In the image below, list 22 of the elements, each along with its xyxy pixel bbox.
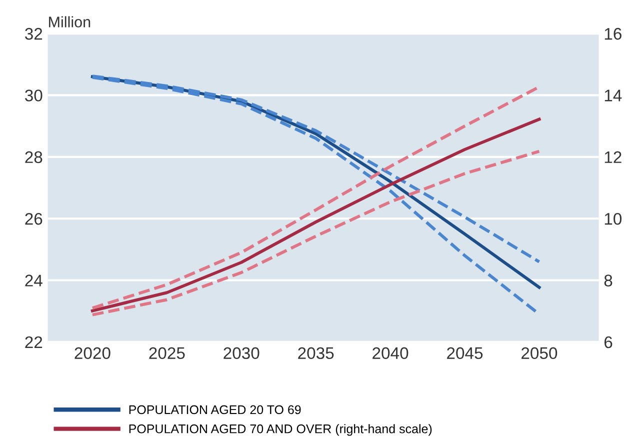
x-tick-label: 2025 [149,347,185,360]
y2-tick-label: 8 [604,274,612,286]
y2-tick-label: 6 [604,336,612,348]
y-tick-label: 26 [25,212,42,225]
y2-tick-label: 14 [604,90,622,102]
y-tick-label: 32 [25,28,42,40]
x-tick-label: 2045 [447,347,483,360]
y2-tick-label: 12 [604,151,622,163]
y-tick-label: 24 [25,274,42,286]
x-tick-label: 2035 [298,347,334,360]
y2-tick-label: 10 [604,212,622,225]
x-tick-label: 2050 [522,347,558,360]
x-tick-label: 2030 [224,347,260,360]
x-tick-label: 2040 [372,347,408,360]
legend-label: POPULATION AGED 70 AND OVER (right-hand scale) [129,424,432,436]
legend-label: POPULATION AGED 20 TO 69 [129,405,301,414]
x-tick-label: 2020 [74,347,110,360]
y2-tick-label: 16 [604,28,622,40]
y-axis-title: Million [49,16,90,28]
y-tick-label: 30 [25,90,42,102]
y-tick-label: 22 [25,336,42,348]
y-tick-label: 28 [25,151,42,164]
